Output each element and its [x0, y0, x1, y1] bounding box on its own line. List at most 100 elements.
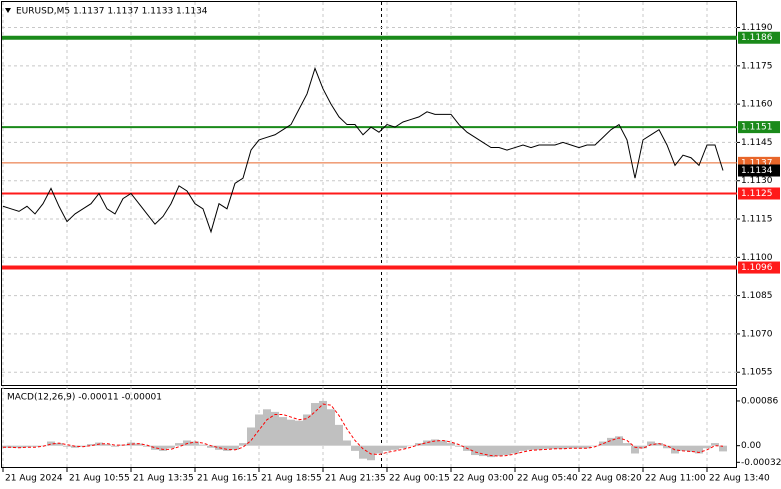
x-tick-label: 22 Aug 05:40 [517, 474, 578, 484]
macd-bar [431, 439, 439, 446]
macd-bar [191, 441, 199, 446]
y-tick-label: 1.1190 [741, 23, 773, 33]
macd-bar [159, 445, 167, 451]
macd-bar [407, 445, 415, 447]
macd-bar [639, 445, 647, 449]
macd-bar [383, 445, 391, 451]
macd-bar [359, 445, 367, 459]
level-label-box [738, 121, 780, 134]
macd-bar [495, 445, 503, 457]
macd-bar [127, 442, 135, 446]
y-tick-label: 0.00086 [741, 396, 778, 406]
macd-bar [655, 443, 663, 446]
macd-bar [719, 445, 727, 452]
macd-bar [647, 441, 655, 446]
macd-title: MACD(12,26,9) -0.00011 -0.00001 [7, 393, 162, 403]
macd-bar [695, 445, 703, 454]
macd-bar [143, 445, 151, 447]
macd-bar [15, 445, 23, 448]
macd-bar [295, 420, 303, 446]
level-label: 1.1186 [741, 33, 773, 43]
macd-bar [711, 443, 719, 446]
macd-bar [103, 444, 111, 446]
macd-bar [23, 445, 31, 448]
y-tick-label: 1.1100 [741, 253, 773, 263]
macd-bar [327, 409, 335, 446]
macd-panel [1, 388, 737, 468]
x-tick-label: 21 Aug 10:55 [69, 474, 130, 484]
macd-bar [679, 445, 687, 451]
macd-bar [567, 445, 575, 449]
macd-bar [111, 445, 119, 447]
macd-bar [231, 445, 239, 450]
macd-bar [399, 445, 407, 449]
level-label: 1.1134 [741, 166, 773, 176]
level-label: 1.1151 [741, 123, 773, 133]
level-label-box [738, 187, 780, 200]
macd-bar [319, 400, 327, 446]
macd-bar [559, 445, 567, 449]
macd-bar [87, 444, 95, 446]
macd-bar [631, 445, 639, 454]
macd-bar [167, 445, 175, 449]
macd-bar [271, 411, 279, 446]
macd-bar [455, 445, 463, 447]
macd-bar [511, 445, 519, 454]
x-tick-label: 21 Aug 2024 [5, 474, 63, 484]
macd-bar [351, 445, 359, 451]
y-tick-label: 0.00 [741, 441, 761, 451]
macd-bar [519, 445, 527, 451]
x-tick-label: 22 Aug 13:40 [709, 474, 770, 484]
macd-bar [471, 445, 479, 456]
x-tick-label: 22 Aug 08:20 [581, 474, 642, 484]
macd-bar [207, 445, 215, 448]
x-tick-label: 21 Aug 21:35 [325, 474, 386, 484]
macd-bar [687, 445, 695, 452]
macd-bar [47, 441, 55, 446]
x-tick-label: 21 Aug 16:15 [197, 474, 258, 484]
y-tick-label: 1.1160 [741, 100, 773, 110]
y-tick-label: -0.00032 [741, 458, 781, 468]
macd-bar [255, 414, 263, 446]
macd-bar [607, 437, 615, 446]
macd-bar [287, 419, 295, 446]
macd-bar [615, 436, 623, 446]
macd-bar [135, 443, 143, 446]
macd-bar [423, 440, 431, 446]
macd-bar [343, 440, 351, 446]
macd-bar [215, 445, 223, 450]
menu-arrow [5, 8, 11, 13]
macd-bar [543, 445, 551, 449]
macd-bar [527, 445, 535, 450]
x-tick-label: 21 Aug 18:55 [261, 474, 322, 484]
level-label: 1.1137 [741, 158, 773, 168]
macd-bar [487, 445, 495, 458]
macd-bar [151, 445, 159, 450]
macd-bar [535, 445, 543, 450]
x-tick-label: 22 Aug 11:00 [645, 474, 706, 484]
y-tick-label: 1.1085 [741, 291, 773, 301]
macd-bar [79, 445, 87, 447]
macd-bar [503, 445, 511, 456]
macd-bar [623, 443, 631, 446]
macd-bar [591, 445, 599, 447]
macd-bar [599, 441, 607, 446]
macd-bar [663, 445, 671, 449]
macd-bar [335, 424, 343, 446]
macd-bar [175, 443, 183, 446]
macd-bar [247, 427, 255, 446]
macd-bar [2, 445, 10, 448]
x-tick-label: 22 Aug 03:00 [453, 474, 514, 484]
x-tick-label: 22 Aug 00:15 [389, 474, 450, 484]
macd-bar [479, 445, 487, 457]
chart-title: EURUSD,M5 1.1137 1.1137 1.1133 1.1134 [16, 7, 208, 17]
y-tick-label: 1.1175 [741, 61, 773, 71]
macd-bar [551, 445, 559, 449]
y-tick-label: 1.1055 [741, 368, 773, 378]
price-line [2, 66, 724, 234]
macd-bar [279, 417, 287, 446]
level-label-box [738, 164, 780, 177]
